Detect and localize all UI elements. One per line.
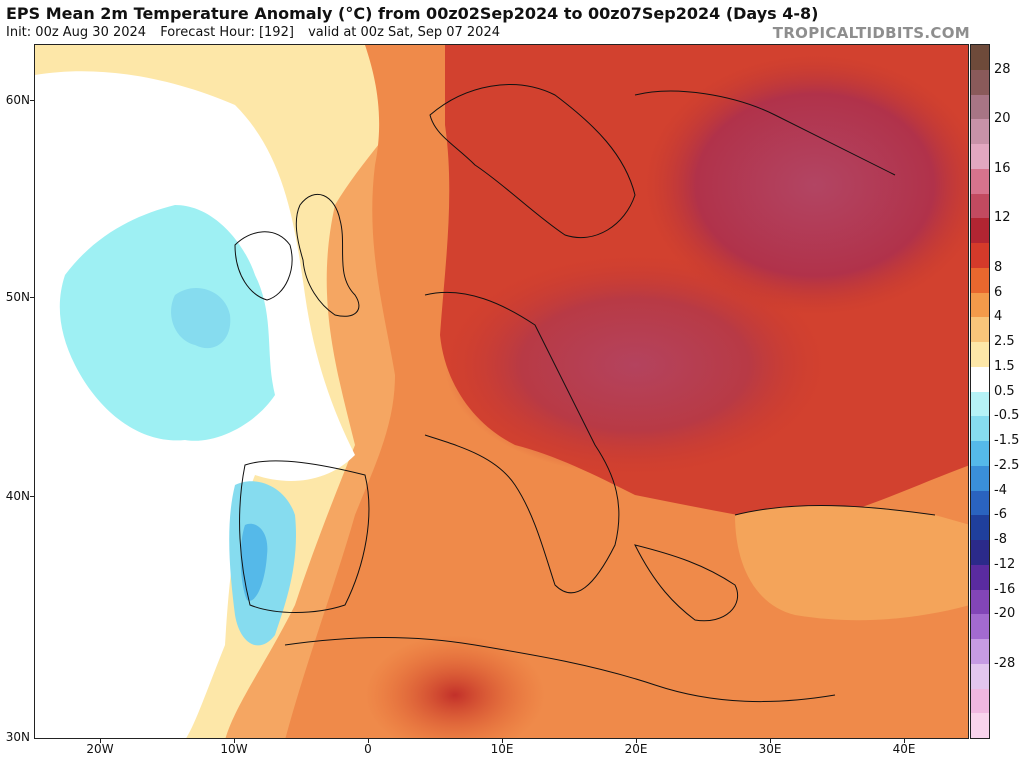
lon-label-40e: 40E (892, 742, 916, 756)
lat-label-40n: 40N (5, 489, 30, 503)
lon-tick (234, 739, 235, 743)
lon-tick (636, 739, 637, 743)
colorbar-swatch (971, 713, 989, 738)
lat-label-50n: 50N (5, 290, 30, 304)
colorbar-swatch (971, 168, 989, 194)
colorbar-swatch (971, 342, 989, 367)
colorbar-label: -16 (994, 581, 1016, 597)
russia-peak (645, 55, 968, 315)
colorbar-swatch (971, 540, 989, 565)
lon-label-10e: 10E (490, 742, 514, 756)
colorbar (970, 44, 990, 739)
colorbar-label: 8 (994, 259, 1003, 275)
sahara-peak (365, 635, 545, 738)
lon-label-0: 0 (364, 742, 372, 756)
lon-label-10w: 10W (220, 742, 248, 756)
lon-tick (502, 739, 503, 743)
colorbar-label: -4 (994, 482, 1007, 498)
colorbar-swatch (971, 589, 989, 615)
colorbar-label: -20 (994, 606, 1016, 622)
init-time: Init: 00z Aug 30 2024 (6, 25, 147, 40)
colorbar-swatch (971, 564, 989, 590)
anomaly-map[interactable] (34, 44, 969, 739)
colorbar-label: 20 (994, 111, 1011, 127)
colorbar-label: 2.5 (994, 334, 1015, 349)
cool-anomaly-atlantic (59, 205, 275, 441)
lon-label-20e: 20E (624, 742, 648, 756)
valid-time: valid at 00z Sat, Sep 07 2024 (308, 25, 500, 40)
colorbar-swatch (971, 490, 989, 516)
lat-label-60n: 60N (5, 93, 30, 107)
map-subtitle: Init: 00z Aug 30 2024 Forecast Hour: [19… (6, 25, 510, 40)
colorbar-label: 12 (994, 210, 1011, 226)
anatolia-zone (735, 505, 968, 621)
central-europe-peak (445, 255, 825, 475)
cool-anomaly-core (171, 287, 231, 349)
colorbar-label: -1.5 (994, 433, 1020, 448)
lat-label-30n: 30N (5, 730, 30, 744)
map-canvas (35, 45, 968, 738)
lon-label-30e: 30E (758, 742, 782, 756)
colorbar-swatch (971, 218, 989, 243)
colorbar-swatch (971, 45, 989, 70)
colorbar-label: 1.5 (994, 358, 1015, 374)
lat-tick (30, 496, 34, 497)
colorbar-swatch (971, 416, 989, 441)
colorbar-swatch (971, 317, 989, 342)
colorbar-swatch (971, 144, 989, 169)
colorbar-swatch (971, 119, 989, 144)
colorbar-swatch (971, 441, 989, 466)
colorbar-label: 4 (994, 309, 1003, 325)
colorbar-label: -8 (994, 532, 1007, 547)
colorbar-label: -0.5 (994, 408, 1020, 424)
map-title: EPS Mean 2m Temperature Anomaly (°C) fro… (6, 4, 819, 23)
colorbar-swatch (971, 69, 989, 95)
lon-tick (100, 739, 101, 743)
colorbar-label: 6 (994, 284, 1003, 300)
lon-tick (368, 739, 369, 743)
brand-watermark: TROPICALTIDBITS.COM (772, 24, 970, 42)
colorbar-label: 16 (994, 160, 1011, 176)
colorbar-swatch (971, 515, 989, 540)
colorbar-label: 28 (994, 61, 1011, 77)
lon-tick (904, 739, 905, 743)
colorbar-label: -2.5 (994, 457, 1020, 473)
colorbar-swatch (971, 663, 989, 689)
colorbar-swatch (971, 639, 989, 664)
colorbar-swatch (971, 366, 989, 392)
lon-tick (770, 739, 771, 743)
colorbar-label: -6 (994, 507, 1007, 523)
colorbar-swatch (971, 465, 989, 491)
colorbar-swatch (971, 94, 989, 120)
forecast-hour: Forecast Hour: [192] (160, 25, 294, 40)
colorbar-label: -28 (994, 655, 1016, 671)
colorbar-swatch (971, 614, 989, 639)
colorbar-swatch (971, 243, 989, 268)
colorbar-swatch (971, 193, 989, 219)
colorbar-label: 0.5 (994, 383, 1015, 399)
coastlines (234, 84, 936, 703)
lon-label-20w: 20W (86, 742, 114, 756)
iberia-cool-core (240, 523, 268, 601)
lat-tick (30, 100, 34, 101)
colorbar-label: -12 (994, 556, 1016, 572)
lat-tick (30, 297, 34, 298)
colorbar-swatch (971, 688, 989, 714)
colorbar-swatch (971, 267, 989, 293)
colorbar-swatch (971, 391, 989, 417)
colorbar-swatch (971, 292, 989, 318)
